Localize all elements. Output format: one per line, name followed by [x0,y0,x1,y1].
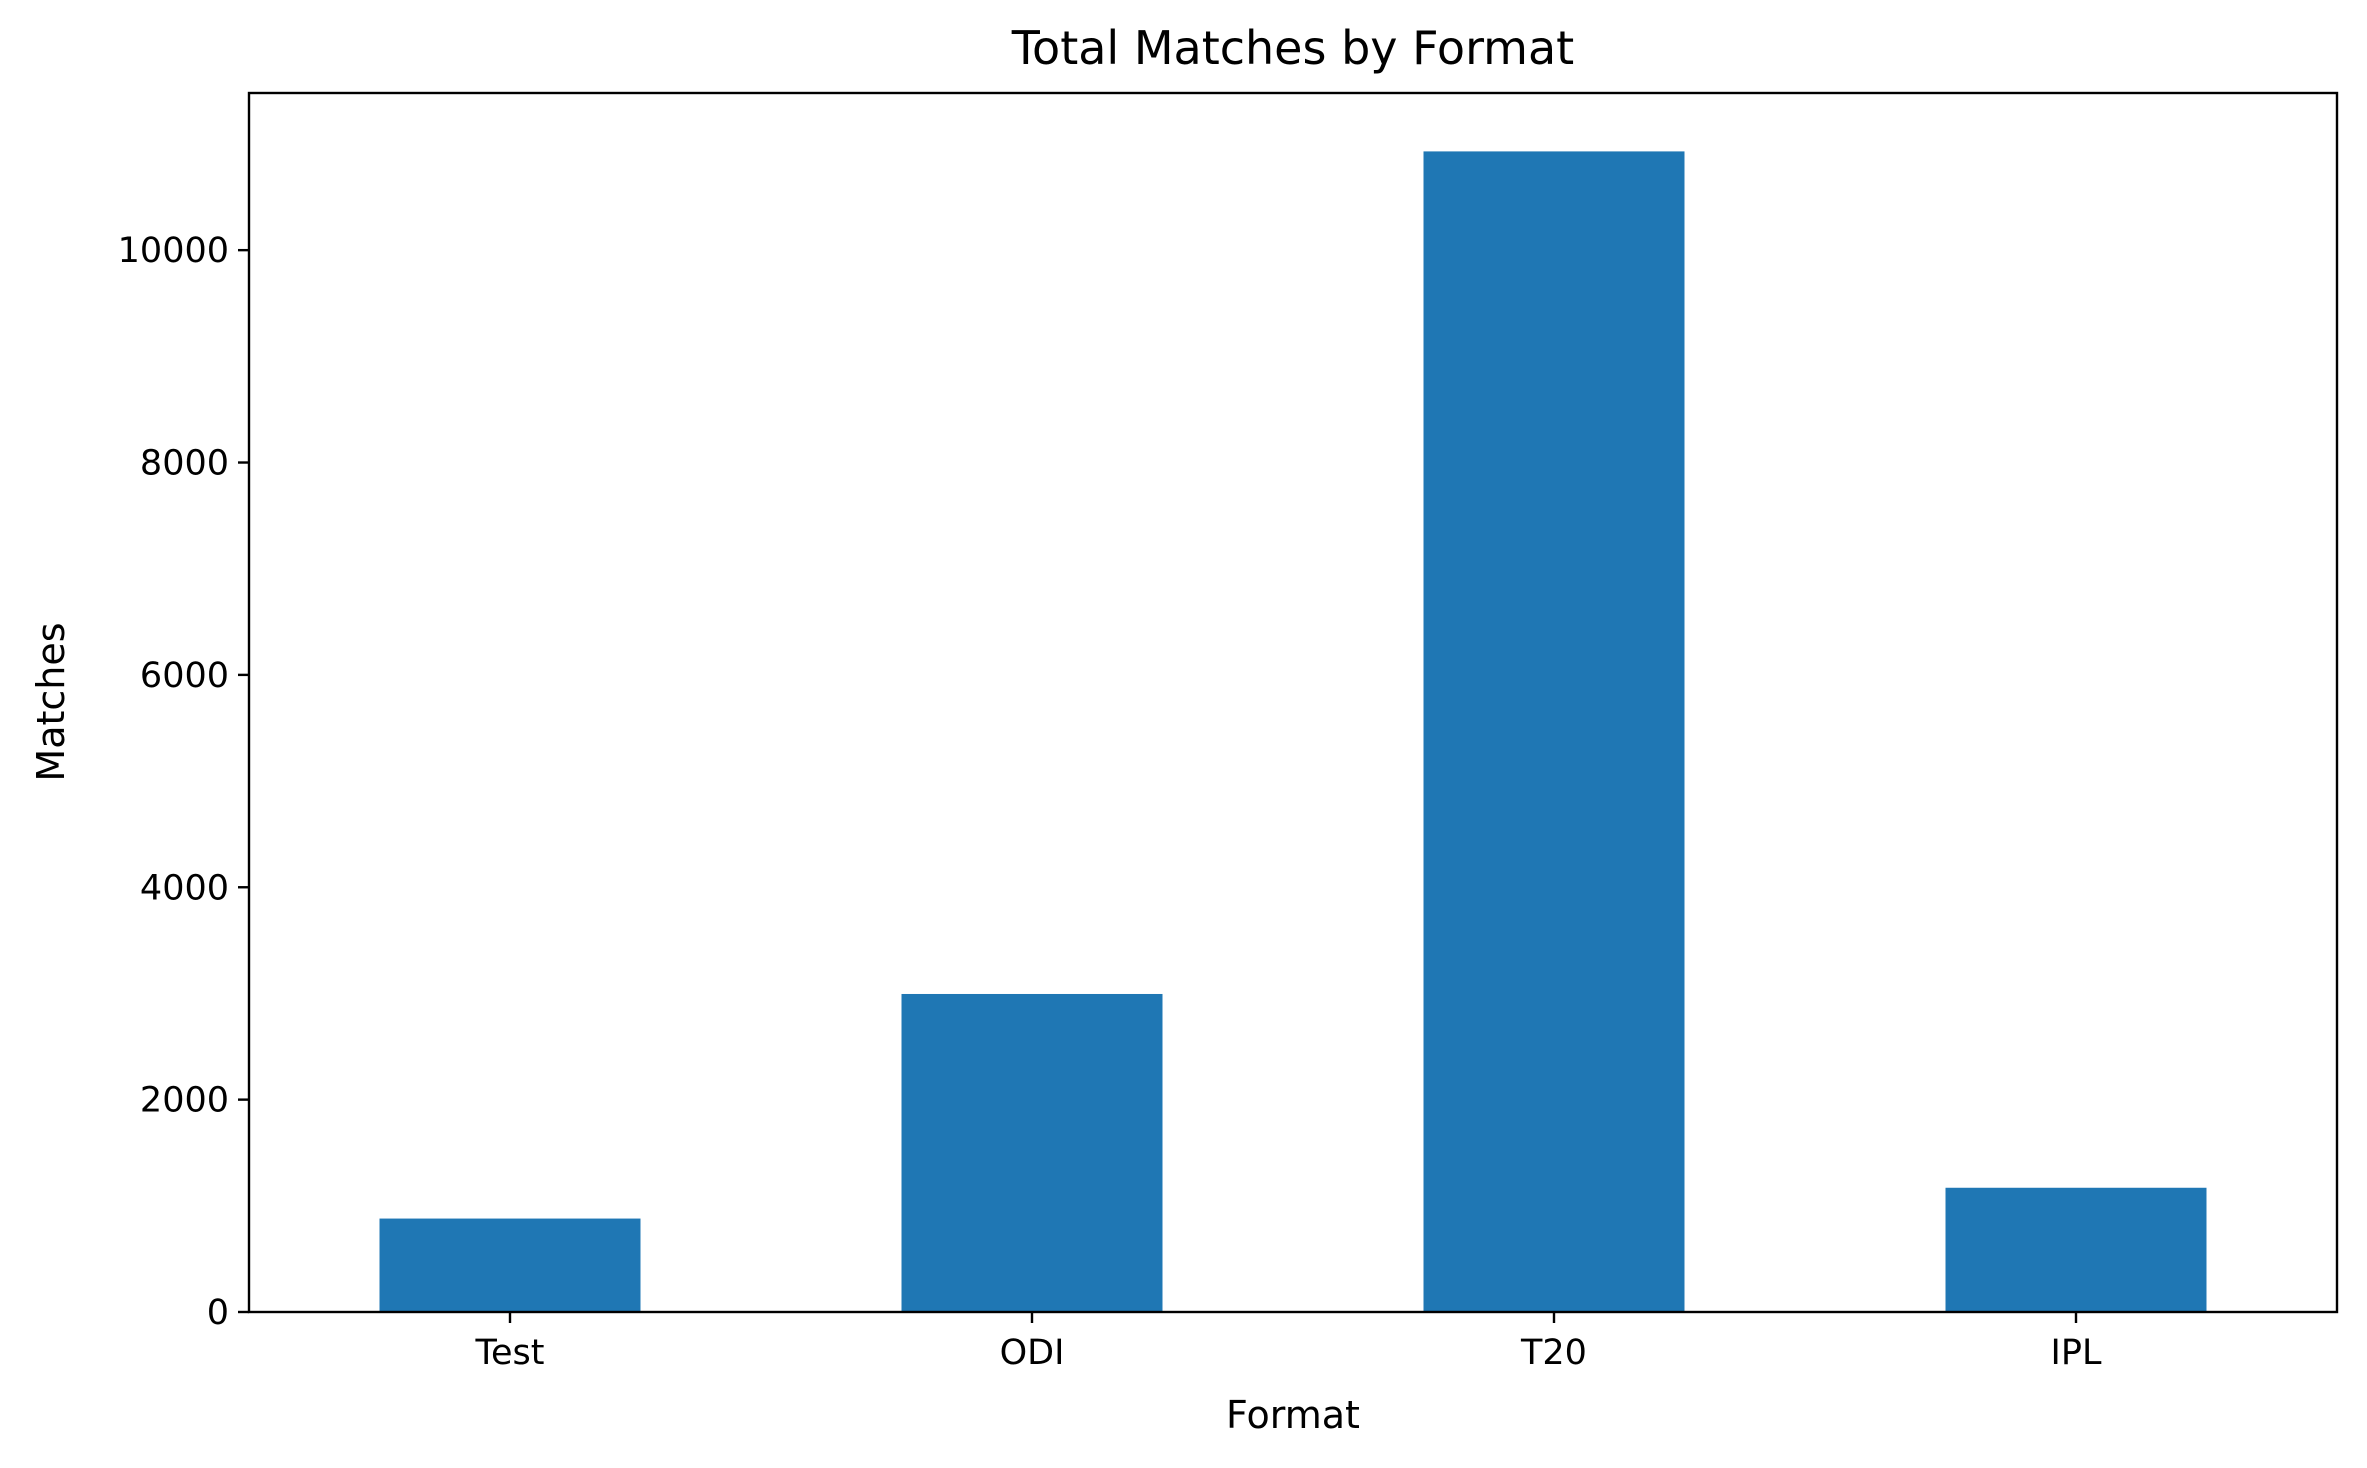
x-tick-label: T20 [1520,1333,1587,1373]
x-axis-label: Format [1226,1393,1360,1437]
y-axis-label: Matches [29,622,73,781]
y-tick-label: 4000 [140,868,229,908]
y-axis-ticks: 0 2000 4000 6000 8000 10000 [118,231,249,1333]
x-tick-label: ODI [1000,1333,1065,1373]
bar-test [379,1218,641,1312]
plot-frame [247,91,2339,1314]
y-tick-label: 8000 [140,444,229,484]
y-tick-label: 10000 [118,231,229,271]
bars-group [379,151,2207,1312]
bar-t20 [1423,151,1685,1312]
x-axis-ticks: Test ODI T20 IPL [475,1312,2102,1373]
x-tick-label: IPL [2051,1333,2102,1373]
y-tick-label: 2000 [140,1081,229,1121]
y-tick-label: 6000 [140,656,229,696]
x-tick-label: Test [475,1333,545,1373]
bar-odi [901,993,1163,1312]
y-tick-label: 0 [207,1293,229,1333]
chart-title: Total Matches by Format [1011,21,1574,75]
bar-ipl [1945,1187,2207,1312]
